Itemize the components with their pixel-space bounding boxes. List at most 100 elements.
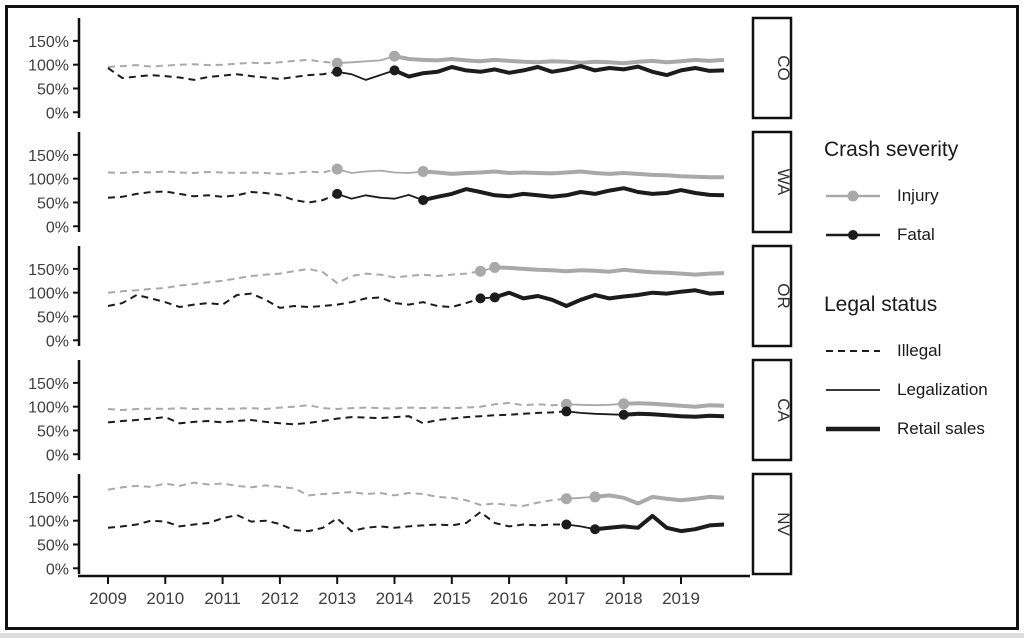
y-tick-label: 100% xyxy=(28,172,69,189)
legend-item-illegal: Illegal xyxy=(824,339,1020,363)
NV-fatal-retail-line xyxy=(594,513,725,534)
fatal-line-icon xyxy=(826,230,880,240)
illegal-dashed-line-icon xyxy=(826,350,880,352)
WA-injury-illegal-line xyxy=(107,168,338,175)
CO-injury-legalization-dot xyxy=(331,57,343,69)
y-tick-label: 0% xyxy=(46,447,69,464)
CO-fatal-retail-sales-dot xyxy=(389,65,400,76)
CO-fatal-legalization-dot xyxy=(332,66,343,77)
CO-injury-retail-line xyxy=(394,54,725,66)
y-tick-label: 150% xyxy=(28,34,69,51)
CA-fatal-legalization-line xyxy=(566,410,624,416)
y-tick-label: 0% xyxy=(46,561,69,578)
NV-fatal-legalization-dot xyxy=(561,519,572,530)
OR-injury-legalization-dot xyxy=(474,265,486,277)
CO-injury-illegal-line xyxy=(107,58,338,68)
legend-group-crash-severity: Crash severity Injury Fatal xyxy=(824,138,1020,247)
WA-injury-legalization-dot xyxy=(331,163,343,175)
x-tick-label: 2019 xyxy=(662,589,700,608)
y-tick-label: 50% xyxy=(37,537,69,554)
x-tick-label: 2015 xyxy=(433,589,471,608)
facet-box-WA xyxy=(751,130,793,234)
CA-injury-legalization-dot xyxy=(560,398,572,410)
y-tick-label: 100% xyxy=(28,286,69,303)
CO-fatal-retail-line xyxy=(393,64,725,79)
retail-sales-thick-line-icon xyxy=(826,426,880,432)
y-tick-label: 100% xyxy=(28,58,69,75)
y-tick-label: 100% xyxy=(28,400,69,417)
OR-injury-illegal-line xyxy=(107,267,481,294)
x-tick-label: 2013 xyxy=(318,589,356,608)
WA-fatal-legalization-dot xyxy=(332,188,343,199)
legend-label-retail-sales: Retail sales xyxy=(897,419,985,438)
WA-fatal-legalization-line xyxy=(336,193,424,201)
x-tick-label: 2012 xyxy=(261,589,299,608)
y-tick-label: 50% xyxy=(37,195,69,212)
x-tick-label: 2017 xyxy=(547,589,585,608)
facet-box-CA xyxy=(751,358,793,462)
x-tick-label: 2018 xyxy=(605,589,643,608)
legend-label-fatal: Fatal xyxy=(897,225,935,244)
CO-fatal-illegal-line xyxy=(107,67,338,81)
legend-title-legal-status: Legal status xyxy=(824,293,938,316)
x-tick-label: 2010 xyxy=(146,589,184,608)
y-tick-label: 100% xyxy=(28,514,69,531)
CA-injury-illegal-line xyxy=(107,401,567,412)
x-tick-label: 2009 xyxy=(89,589,127,608)
facet-label-OR: OR xyxy=(774,283,793,309)
OR-fatal-illegal-line xyxy=(107,292,481,309)
legalization-thin-line-icon xyxy=(826,389,880,391)
y-tick-label: 0% xyxy=(46,333,69,350)
y-tick-label: 150% xyxy=(28,376,69,393)
y-tick-label: 50% xyxy=(37,309,69,326)
OR-fatal-retail-sales-dot xyxy=(489,292,500,303)
y-tick-label: 150% xyxy=(28,148,69,165)
y-tick-label: 150% xyxy=(28,490,69,507)
x-tick-label: 2016 xyxy=(490,589,528,608)
CA-fatal-retail-line xyxy=(623,411,725,419)
NV-injury-legalization-dot xyxy=(560,493,572,505)
CA-fatal-retail-sales-dot xyxy=(618,409,629,420)
CO-injury-legalization-line xyxy=(337,55,395,65)
OR-injury-retail-sales-dot xyxy=(489,261,501,273)
facet-box-OR xyxy=(751,244,793,348)
y-tick-label: 50% xyxy=(37,81,69,98)
OR-injury-retail-line xyxy=(494,265,725,277)
injury-line-icon xyxy=(826,190,880,202)
NV-fatal-illegal-line xyxy=(107,510,567,533)
legend-item-retail-sales: Retail sales xyxy=(824,417,1020,441)
WA-injury-legalization-line xyxy=(336,168,424,174)
facet-label-CO: CO xyxy=(774,55,793,81)
WA-injury-retail-line xyxy=(422,169,724,180)
y-tick-label: 0% xyxy=(46,219,69,236)
CA-injury-retail-line xyxy=(623,401,725,409)
facet-box-CO xyxy=(751,16,793,120)
x-tick-label: 2014 xyxy=(376,589,414,608)
NV-injury-retail-line xyxy=(594,493,725,506)
facet-label-NV: NV xyxy=(774,512,793,536)
OR-fatal-legalization-dot xyxy=(475,293,486,304)
WA-injury-retail-sales-dot xyxy=(417,166,429,178)
legend-label-legalization: Legalization xyxy=(897,380,988,399)
CA-injury-legalization-line xyxy=(566,402,624,407)
y-tick-label: 150% xyxy=(28,262,69,279)
legend: Crash severity Injury Fatal Legal status xyxy=(824,138,1020,456)
CO-injury-retail-sales-dot xyxy=(389,50,400,62)
legend-item-injury: Injury xyxy=(824,184,1020,208)
CA-injury-retail-sales-dot xyxy=(618,398,630,410)
y-tick-label: 0% xyxy=(46,105,69,122)
bottom-edge-strip xyxy=(0,633,1024,638)
WA-fatal-retail-line xyxy=(422,186,725,203)
NV-fatal-retail-sales-dot xyxy=(590,524,601,535)
CO-fatal-legalization-line xyxy=(337,69,395,81)
CA-fatal-illegal-line xyxy=(107,410,567,426)
facet-box-NV xyxy=(751,472,793,576)
legend-group-legal-status: Legal status Illegal Legalization Retail… xyxy=(824,293,1020,441)
x-tick-label: 2011 xyxy=(204,589,241,608)
WA-fatal-illegal-line xyxy=(107,190,338,204)
legend-label-injury: Injury xyxy=(897,186,939,205)
CA-fatal-legalization-dot xyxy=(561,406,572,417)
legend-label-illegal: Illegal xyxy=(897,341,942,360)
facet-label-CA: CA xyxy=(774,398,793,422)
